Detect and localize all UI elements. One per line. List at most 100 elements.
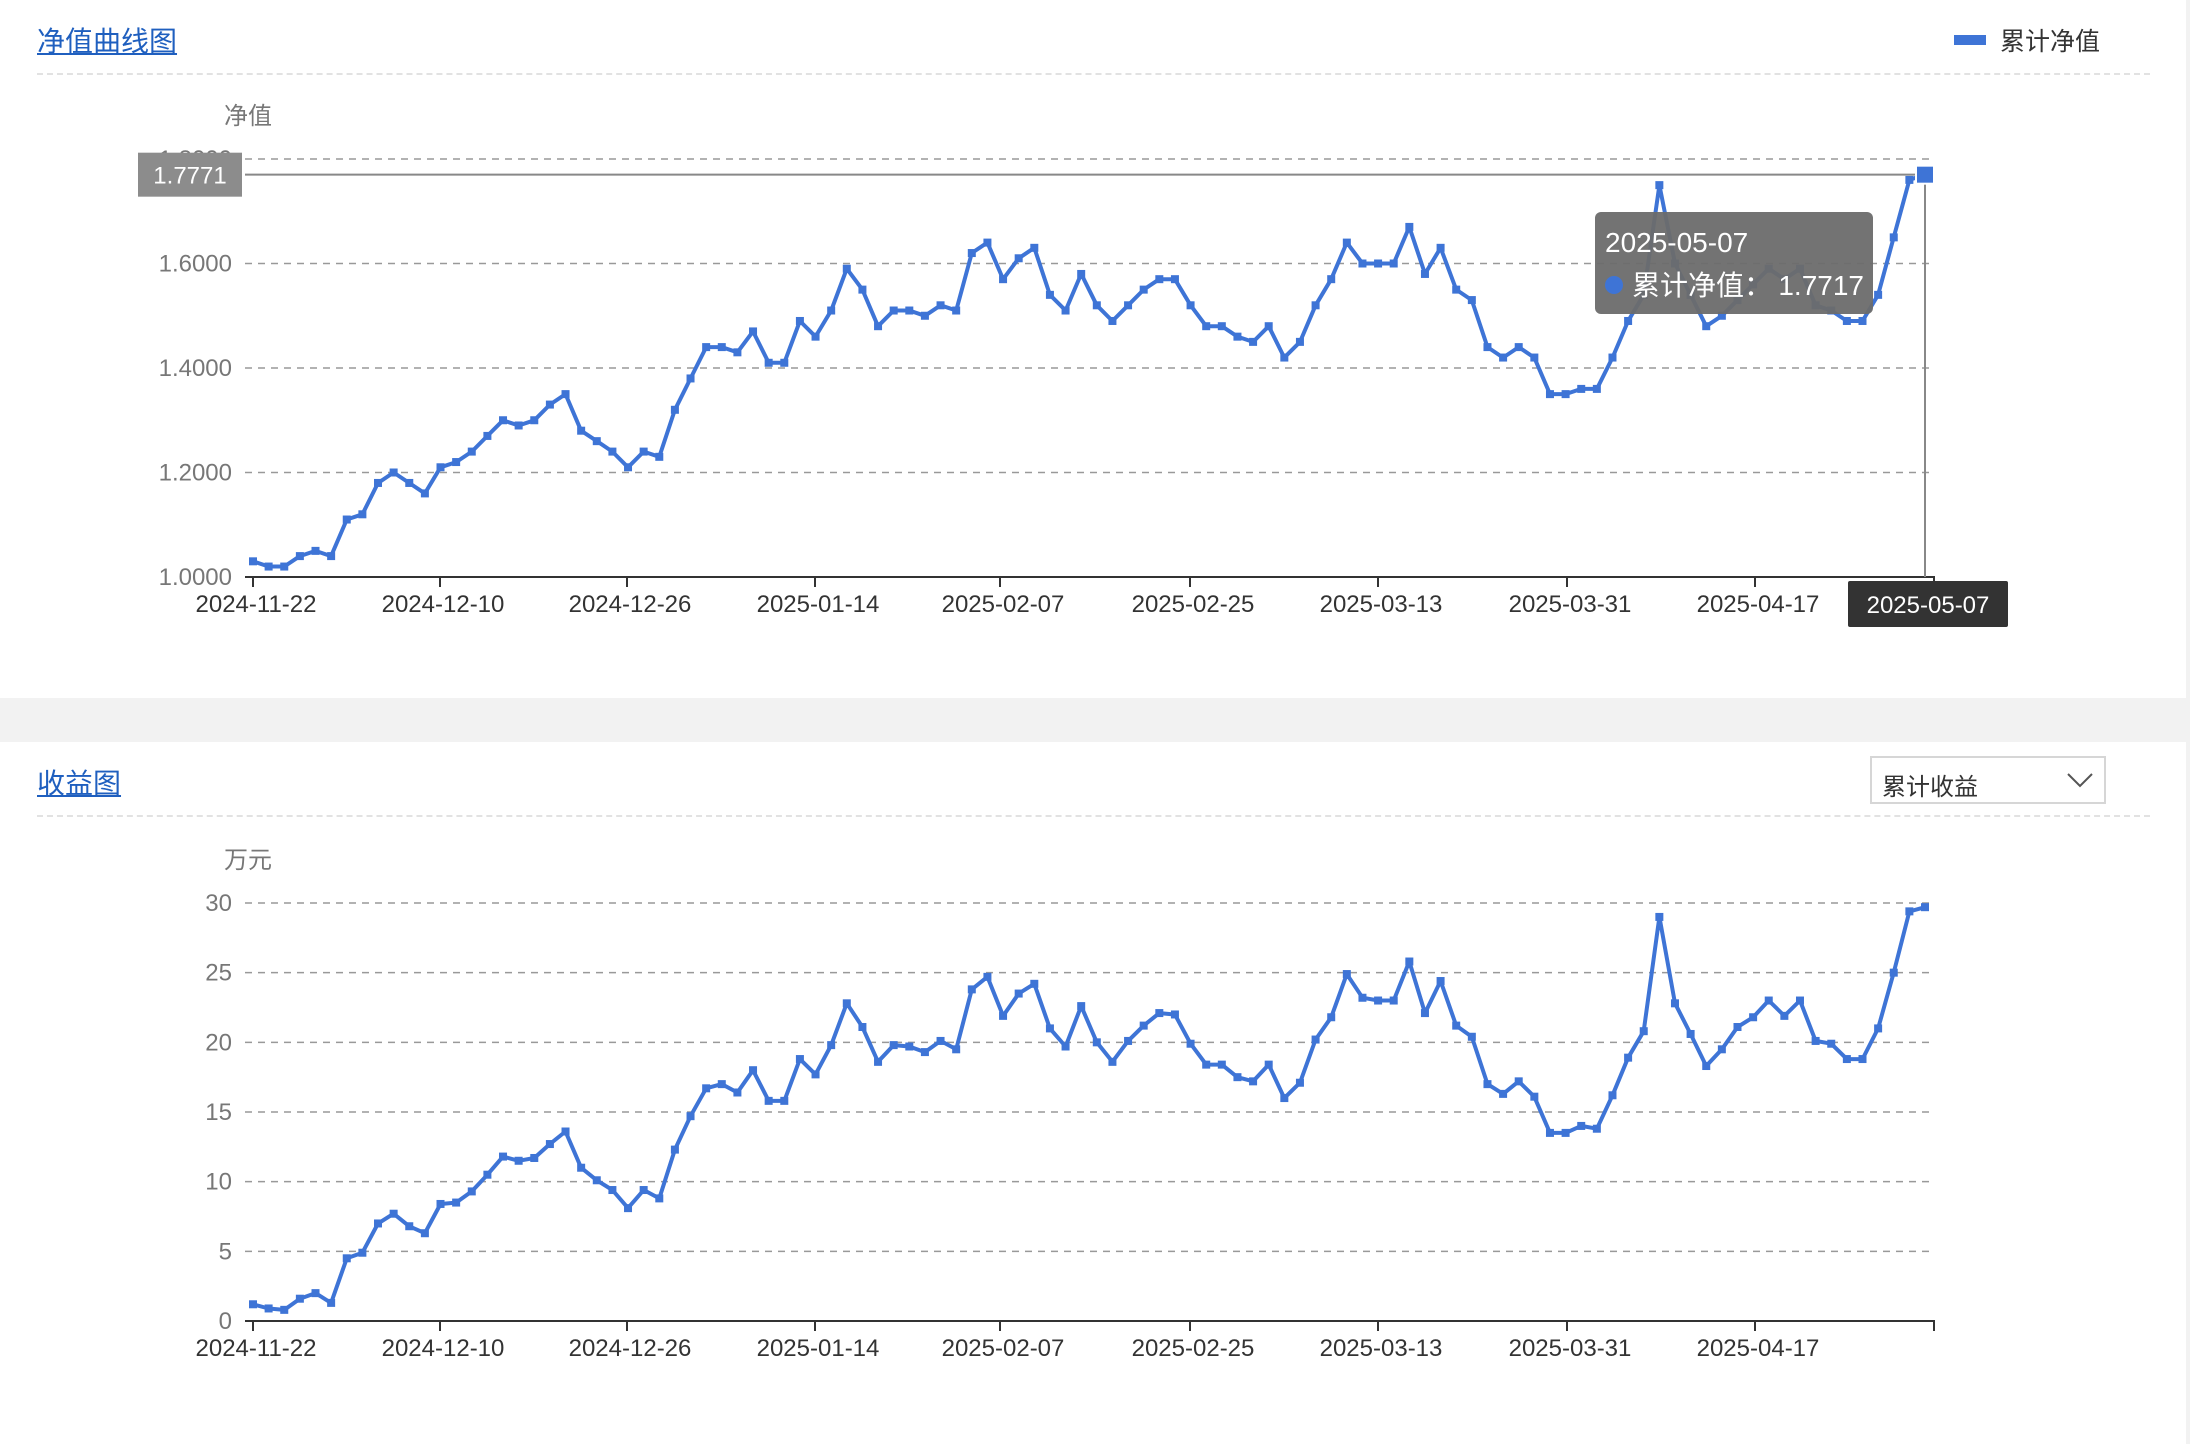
- nav-y-tick-label: 1.0000: [159, 564, 232, 591]
- income-data-point: [1733, 1023, 1742, 1032]
- income-line-chart[interactable]: 万元 0 5 10 15 20 25 30 2024-11-22 2024-12-10 2024-1…: [0, 742, 2186, 1444]
- nav-data-point: [780, 358, 789, 367]
- income-data-point: [1624, 1053, 1633, 1062]
- tooltip: 2025-05-07 累计净值： 1.7717: [1595, 212, 1873, 314]
- income-data-point: [1030, 979, 1039, 988]
- nav-data-point: [1311, 301, 1320, 310]
- legend-swatch: [1953, 35, 1986, 45]
- nav-panel-title[interactable]: 净值曲线图: [37, 25, 178, 58]
- nav-data-point: [1327, 275, 1336, 284]
- income-data-point: [842, 999, 851, 1008]
- income-data-point: [608, 1186, 617, 1195]
- nav-data-point: [1577, 384, 1586, 393]
- nav-data-point: [1139, 285, 1148, 294]
- crosshair-y-tag: 1.7771: [138, 152, 242, 197]
- income-data-point: [639, 1186, 648, 1195]
- income-y-tick-label: 5: [219, 1238, 232, 1265]
- nav-data-point: [499, 416, 508, 425]
- income-data-point: [1780, 1011, 1789, 1020]
- income-data-point: [1795, 996, 1804, 1005]
- nav-data-point: [311, 546, 320, 555]
- tooltip-series-marker: [1605, 276, 1623, 294]
- income-data-point: [1233, 1073, 1242, 1082]
- nav-data-point: [1858, 316, 1867, 325]
- income-y-tick-label: 10: [205, 1169, 232, 1196]
- income-data-point: [327, 1298, 336, 1307]
- nav-data-point: [1483, 343, 1492, 352]
- nav-x-tick-label: 2025-04-17: [1697, 591, 1820, 618]
- nav-curve-panel: 净值曲线图 累计净值 净值1.00001.20001.40001.60001.8…: [0, 0, 2186, 698]
- income-y-tick-label: 20: [205, 1029, 232, 1056]
- nav-data-point: [1420, 269, 1429, 278]
- nav-data-point: [811, 332, 820, 341]
- tooltip-series-label: 累计净值：: [1632, 269, 1772, 302]
- nav-data-point: [1514, 343, 1523, 352]
- income-data-point: [827, 1041, 836, 1050]
- nav-data-point: [1217, 322, 1226, 331]
- income-data-point: [1045, 1024, 1054, 1033]
- income-data-point: [1124, 1036, 1133, 1045]
- nav-data-point: [639, 447, 648, 456]
- nav-data-point: [1045, 290, 1054, 299]
- income-data-point: [936, 1036, 945, 1045]
- nav-data-point: [1889, 233, 1898, 242]
- income-data-point: [483, 1170, 492, 1179]
- income-type-select[interactable]: 累计收益: [1870, 756, 2106, 804]
- income-data-point: [1577, 1121, 1586, 1130]
- nav-data-point: [1624, 316, 1633, 325]
- income-data-point: [530, 1153, 539, 1162]
- nav-y-tick-label: 1.4000: [159, 355, 232, 382]
- nav-data-point: [1186, 301, 1195, 310]
- nav-data-point: [1499, 353, 1508, 362]
- nav-data-point: [295, 552, 304, 561]
- nav-data-point: [1014, 254, 1023, 263]
- nav-data-point: [1358, 259, 1367, 268]
- income-panel-divider: [37, 815, 2150, 817]
- nav-data-point: [530, 416, 539, 425]
- nav-x-tick-label: 2024-12-10: [382, 591, 505, 618]
- nav-y-axis-title: 净值: [224, 102, 272, 130]
- nav-data-point: [1264, 322, 1273, 331]
- nav-data-point: [1030, 243, 1039, 252]
- income-data-point: [592, 1176, 601, 1185]
- income-data-point: [1467, 1032, 1476, 1041]
- nav-data-point: [889, 306, 898, 315]
- nav-data-point: [1108, 316, 1117, 325]
- income-data-point: [811, 1070, 820, 1079]
- income-data-point: [1280, 1094, 1289, 1103]
- nav-data-point: [1405, 222, 1414, 231]
- income-data-point: [561, 1127, 570, 1136]
- nav-data-point: [1702, 322, 1711, 331]
- nav-legend[interactable]: 累计净值: [1953, 22, 2100, 58]
- income-data-point: [702, 1084, 711, 1093]
- income-data-point: [1327, 1013, 1336, 1022]
- nav-data-point: [1874, 290, 1883, 299]
- income-data-point: [1655, 912, 1664, 921]
- nav-data-point: [1467, 296, 1476, 305]
- income-data-point: [1686, 1029, 1695, 1038]
- income-panel-title[interactable]: 收益图: [37, 767, 122, 800]
- income-data-point: [983, 972, 992, 981]
- income-data-point: [1639, 1027, 1648, 1036]
- income-data-point: [577, 1163, 586, 1172]
- crosshair-y-tag-bg: [138, 152, 242, 197]
- highlighted-data-point: [1915, 164, 1935, 185]
- income-data-point: [1108, 1057, 1117, 1066]
- nav-line-chart[interactable]: 净值1.00001.20001.40001.60001.80002024-11-…: [0, 0, 2186, 698]
- income-data-point: [1889, 968, 1898, 977]
- income-data-point: [1811, 1036, 1820, 1045]
- income-data-point: [420, 1229, 429, 1238]
- nav-data-point: [1545, 390, 1554, 399]
- nav-x-tick-label: 2025-03-31: [1509, 591, 1632, 618]
- nav-data-point: [717, 343, 726, 352]
- income-x-tick-label: 2025-02-25: [1132, 1335, 1255, 1362]
- crosshair-x-tag: 2025-05-07: [1848, 581, 2008, 627]
- income-data-point: [1702, 1062, 1711, 1071]
- income-data-point: [358, 1248, 367, 1257]
- income-data-point: [1545, 1128, 1554, 1137]
- income-data-point: [795, 1055, 804, 1064]
- nav-data-point: [1592, 384, 1601, 393]
- income-data-point: [1014, 989, 1023, 998]
- income-x-tick-label: 2025-03-13: [1320, 1335, 1443, 1362]
- tooltip-bg: [1595, 212, 1873, 314]
